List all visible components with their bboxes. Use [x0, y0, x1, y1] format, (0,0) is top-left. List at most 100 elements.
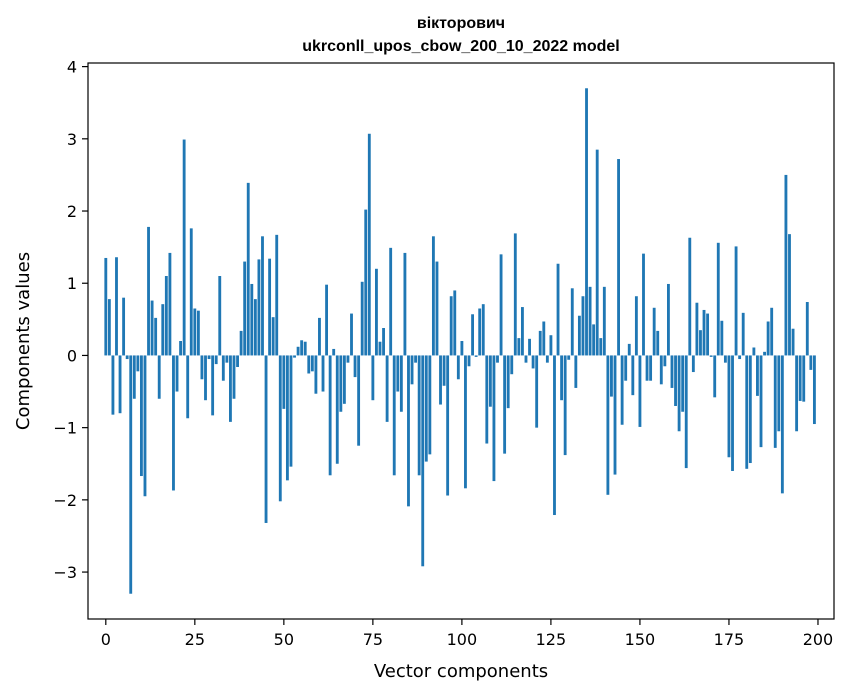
bar: [788, 234, 791, 356]
bar: [318, 317, 321, 356]
bar: [346, 355, 350, 363]
y-tick-label: 0: [67, 346, 77, 365]
bar: [289, 355, 293, 467]
bar: [766, 321, 770, 356]
bar: [588, 286, 592, 356]
bar: [196, 310, 200, 356]
bar: [720, 320, 724, 356]
bar: [634, 296, 638, 356]
bar: [125, 355, 129, 360]
bar: [118, 355, 122, 414]
bar: [663, 355, 667, 367]
y-tick-label: 1: [67, 274, 77, 293]
y-tick-label: 2: [67, 202, 77, 221]
bar: [122, 297, 126, 356]
bar: [439, 355, 442, 405]
bar: [396, 355, 400, 392]
x-axis-label: Vector components: [374, 661, 548, 682]
bar: [528, 338, 531, 356]
bar: [104, 257, 108, 356]
bar: [161, 304, 165, 356]
bar: [325, 284, 328, 356]
bar: [474, 355, 478, 357]
bar: [538, 330, 542, 356]
bar: [652, 307, 656, 356]
bar: [229, 355, 232, 422]
bar: [278, 355, 282, 502]
bar: [553, 355, 556, 516]
bar: [300, 340, 304, 356]
bar: [371, 355, 375, 401]
bar: [179, 341, 183, 356]
bar: [453, 290, 457, 356]
bar: [481, 304, 485, 356]
bar: [375, 268, 378, 356]
bar: [239, 330, 243, 356]
bar: [193, 308, 197, 356]
bar: [517, 338, 521, 356]
bar: [570, 288, 574, 356]
bar: [723, 355, 727, 363]
bar: [111, 355, 115, 415]
chart-title: вікторович: [417, 15, 505, 32]
bar: [631, 355, 635, 396]
bar: [695, 302, 699, 356]
bar: [154, 317, 158, 356]
bar: [332, 348, 336, 356]
bar: [613, 355, 617, 475]
bar: [745, 355, 749, 469]
bar: [581, 296, 585, 356]
bar-series: [104, 88, 816, 594]
bar: [282, 355, 286, 409]
bar: [649, 355, 653, 381]
bar: [642, 253, 645, 356]
bar: [531, 355, 535, 369]
bar: [403, 252, 407, 356]
bar: [392, 355, 396, 476]
bar: [691, 355, 695, 373]
bar: [456, 355, 460, 380]
bar: [521, 307, 524, 356]
bar: [748, 355, 752, 464]
bar: [563, 355, 567, 456]
bar: [492, 355, 496, 482]
bar: [449, 296, 453, 356]
bar: [421, 355, 425, 567]
bar: [524, 355, 528, 363]
bar: [496, 355, 499, 363]
y-tick-label: 4: [67, 58, 77, 77]
bar: [410, 355, 414, 385]
bar: [246, 182, 250, 356]
x-tick-label: 125: [536, 630, 567, 649]
bar: [791, 328, 795, 356]
bar: [186, 355, 190, 419]
bar: [773, 355, 777, 448]
bar: [243, 261, 247, 356]
bar: [342, 355, 346, 404]
x-tick-label: 200: [803, 630, 834, 649]
y-axis-label: Components values: [13, 252, 34, 430]
bar: [574, 355, 578, 388]
bar: [485, 355, 489, 444]
bar: [310, 355, 314, 372]
bar: [784, 174, 788, 356]
x-tick-label: 50: [274, 630, 294, 649]
bar: [168, 252, 172, 356]
bar: [627, 343, 631, 356]
bar: [464, 355, 467, 489]
bar: [577, 315, 581, 356]
x-tick-label: 25: [185, 630, 205, 649]
bar: [225, 355, 229, 363]
bar: [367, 133, 371, 356]
bar: [727, 355, 731, 458]
bar: [285, 355, 289, 481]
bar: [446, 355, 450, 496]
bar: [738, 355, 742, 360]
bar: [585, 88, 588, 356]
bar: [567, 355, 571, 360]
bar: [314, 355, 318, 394]
bar: [407, 355, 410, 507]
bar: [136, 355, 140, 372]
bar: [734, 246, 738, 356]
